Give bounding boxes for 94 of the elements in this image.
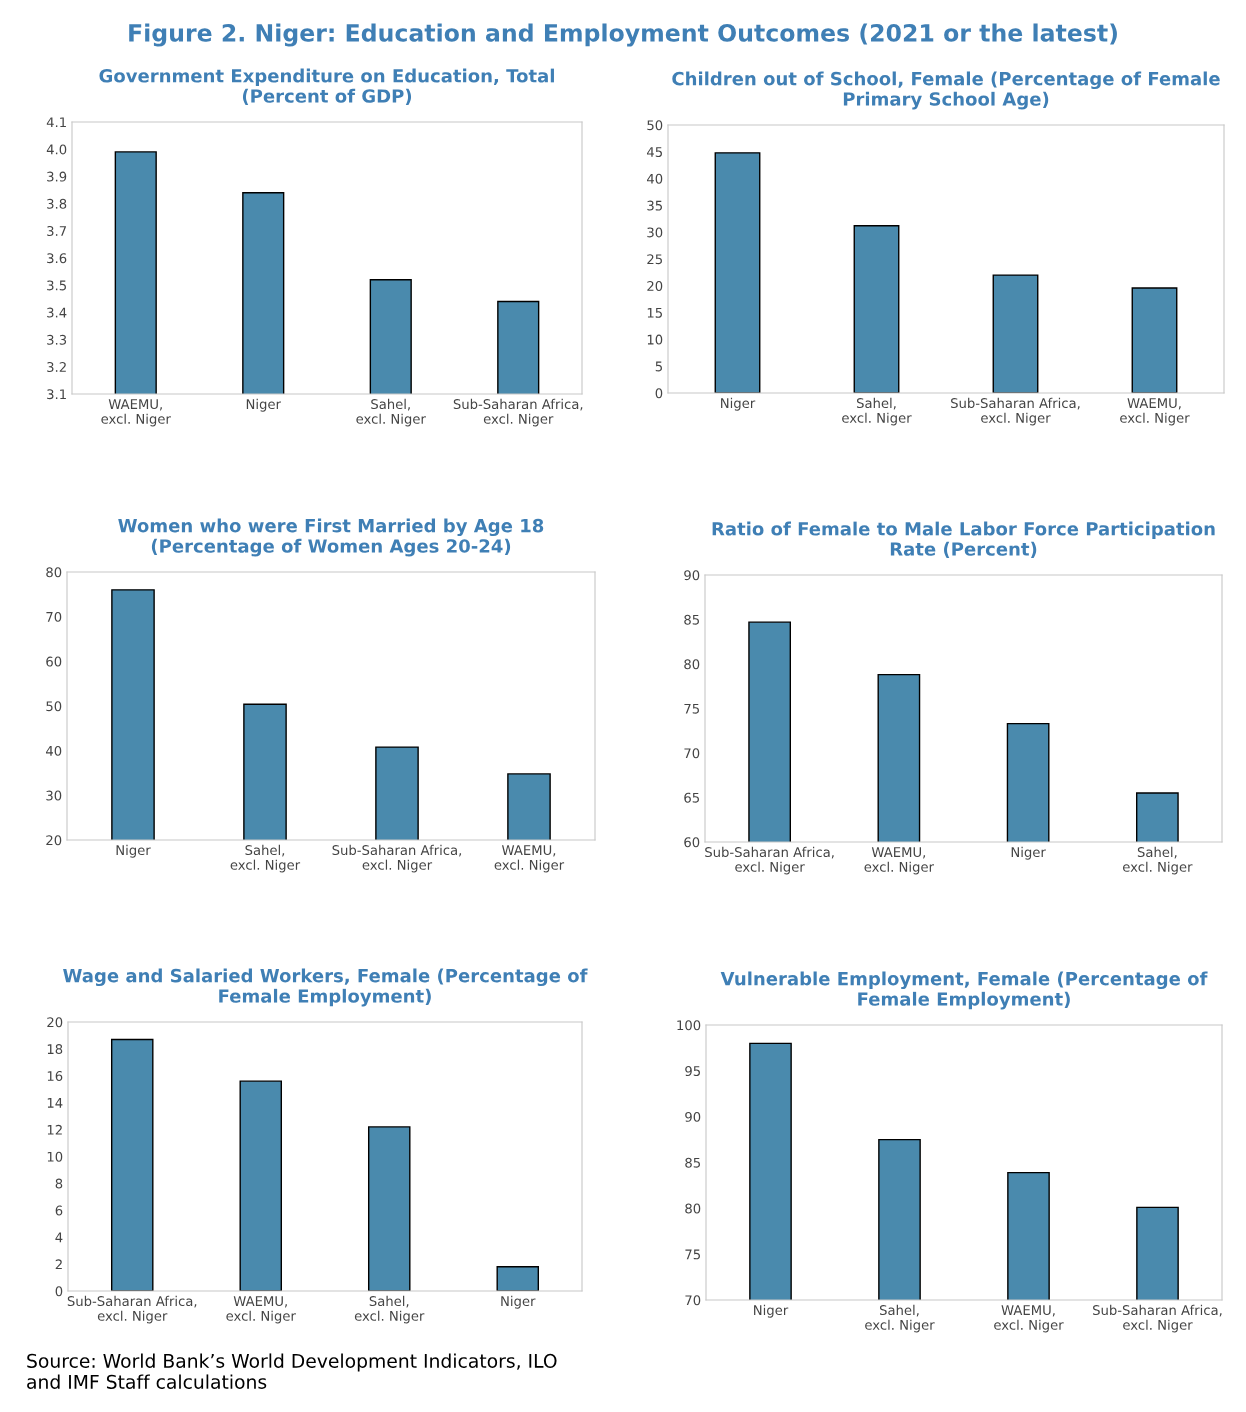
y-tick-label: 85 <box>684 614 699 625</box>
y-tick-label: 3.5 <box>47 280 66 291</box>
bar <box>1131 287 1178 393</box>
y-tick-label: 3.8 <box>47 198 67 209</box>
x-tick-label: Sub-Saharan Africa, excl. Niger <box>951 397 1080 426</box>
x-tick-label: WAEMU, excl. Niger <box>864 847 934 875</box>
chart-title: Ratio of Female to Male Labor Force Participation Rate (Percent) <box>712 521 1215 558</box>
bar <box>367 1126 411 1291</box>
caption: Figure 2. Niger: Education and Employment Outcomes (2021 or the latest) <box>129 23 1117 47</box>
x-tick-label: WAEMU, excl. Niger <box>1120 398 1190 426</box>
x-tick-label: Niger <box>246 398 281 412</box>
y-tick-label: 4.0 <box>46 144 67 155</box>
y-tick-label: 0 <box>55 1286 63 1297</box>
y-tick-label: 20 <box>647 281 663 291</box>
y-tick-label: 100 <box>677 1020 701 1031</box>
y-tick-label: 14 <box>47 1098 63 1108</box>
x-tick-label: Sub-Saharan Africa, excl. Niger <box>705 846 834 875</box>
bar <box>853 225 900 393</box>
x-tick-label: Niger <box>754 1304 789 1318</box>
x-tick-label: Sahel, excl. Niger <box>230 844 301 873</box>
y-tick-label: 85 <box>685 1157 700 1168</box>
y-tick-label: 3.7 <box>47 226 67 236</box>
x-tick-label: Niger <box>1011 846 1046 860</box>
y-tick-label: 30 <box>46 790 62 801</box>
y-tick-label: 50 <box>46 701 62 712</box>
y-tick-label: 18 <box>47 1044 63 1055</box>
y-tick-label: 4 <box>55 1232 63 1243</box>
y-tick-label: 80 <box>685 1203 701 1214</box>
x-tick-label: Sahel, excl. Niger <box>865 1304 935 1333</box>
bar <box>992 274 1039 393</box>
bar <box>714 152 761 393</box>
chart-title: Wage and Salaried Workers, Female (Percentage of Female Employment) <box>63 968 588 1007</box>
chart-title: Vulnerable Employment, Female (Percentage of Female Employment) <box>720 971 1208 1010</box>
y-tick-label: 20 <box>46 835 62 846</box>
x-tick-label: Sahel, excl. Niger <box>356 398 426 427</box>
x-tick-label: Sub-Saharan Africa, excl. Niger <box>453 398 583 427</box>
y-tick-label: 40 <box>646 173 663 184</box>
x-tick-label: Sub-Saharan Africa, excl. Niger <box>332 844 462 873</box>
x-tick-label: Sahel, excl. Niger <box>842 397 912 426</box>
y-tick-label: 90 <box>685 1111 701 1122</box>
y-tick-label: 45 <box>646 147 662 157</box>
y-tick-label: 95 <box>685 1066 700 1077</box>
x-tick-label: Niger <box>721 397 756 411</box>
y-tick-label: 3.2 <box>47 362 66 372</box>
y-tick-label: 60 <box>684 837 700 848</box>
y-tick-label: 70 <box>46 611 62 622</box>
x-tick-label: WAEMU, excl. Niger <box>101 399 171 427</box>
bar <box>110 1038 154 1291</box>
y-tick-label: 3.9 <box>47 171 67 182</box>
chart-title: Government Expenditure on Education, Total (Percent of GDP) <box>99 68 554 105</box>
y-tick-label: 3.4 <box>47 307 67 318</box>
x-tick-label: Niger <box>501 1295 536 1309</box>
x-tick-label: WAEMU, excl. Niger <box>494 845 565 873</box>
y-tick-label: 30 <box>647 227 663 238</box>
y-tick-label: 3.1 <box>47 389 66 400</box>
y-tick-label: 60 <box>46 656 62 667</box>
chart-title: Children out of School, Female (Percentage of Female Primary School Age) <box>672 71 1220 110</box>
chart-title: Women who were First Married by Age 18 (Percentage of Women Ages 20-24) <box>118 518 544 557</box>
y-tick-label: 3.6 <box>47 253 67 264</box>
y-tick-label: 70 <box>685 1295 701 1306</box>
y-tick-label: 8 <box>55 1178 63 1189</box>
y-tick-label: 90 <box>684 570 700 581</box>
y-tick-label: 0 <box>655 388 663 399</box>
y-tick-label: 5 <box>655 361 662 372</box>
y-tick-label: 70 <box>684 748 700 759</box>
y-tick-label: 65 <box>684 792 699 803</box>
source-note: Source: World Bank’s World Development Indicators, ILO and IMF Staff calculations <box>27 1353 557 1389</box>
y-tick-label: 6 <box>55 1205 63 1216</box>
y-tick-label: 75 <box>685 1249 700 1260</box>
x-tick-label: Sub-Saharan Africa, excl. Niger <box>1093 1304 1222 1333</box>
y-tick-label: 75 <box>684 703 699 714</box>
y-tick-label: 15 <box>647 307 662 318</box>
y-tick-label: 4.1 <box>46 117 66 128</box>
y-tick-label: 80 <box>684 659 700 670</box>
y-tick-label: 25 <box>647 254 662 265</box>
bar <box>496 1266 540 1291</box>
y-tick-label: 10 <box>647 334 663 345</box>
y-tick-label: 20 <box>47 1017 63 1028</box>
y-tick-label: 10 <box>47 1151 63 1162</box>
bar <box>239 1080 283 1291</box>
y-tick-label: 3.3 <box>47 334 67 345</box>
y-tick-label: 80 <box>46 567 62 578</box>
y-tick-label: 50 <box>647 120 663 131</box>
y-tick-label: 35 <box>647 200 662 211</box>
y-tick-label: 40 <box>45 745 62 756</box>
y-tick-label: 2 <box>55 1259 62 1270</box>
x-tick-label: Sahel, excl. Niger <box>1122 846 1193 875</box>
y-tick-label: 12 <box>47 1124 62 1135</box>
x-tick-label: Sub-Saharan Africa, excl. Niger <box>67 1295 197 1324</box>
x-tick-label: WAEMU, excl. Niger <box>226 1296 296 1324</box>
x-tick-label: Sahel, excl. Niger <box>354 1295 425 1324</box>
x-tick-label: Niger <box>116 844 151 858</box>
x-tick-label: WAEMU, excl. Niger <box>994 1305 1064 1333</box>
y-tick-label: 16 <box>47 1071 63 1081</box>
